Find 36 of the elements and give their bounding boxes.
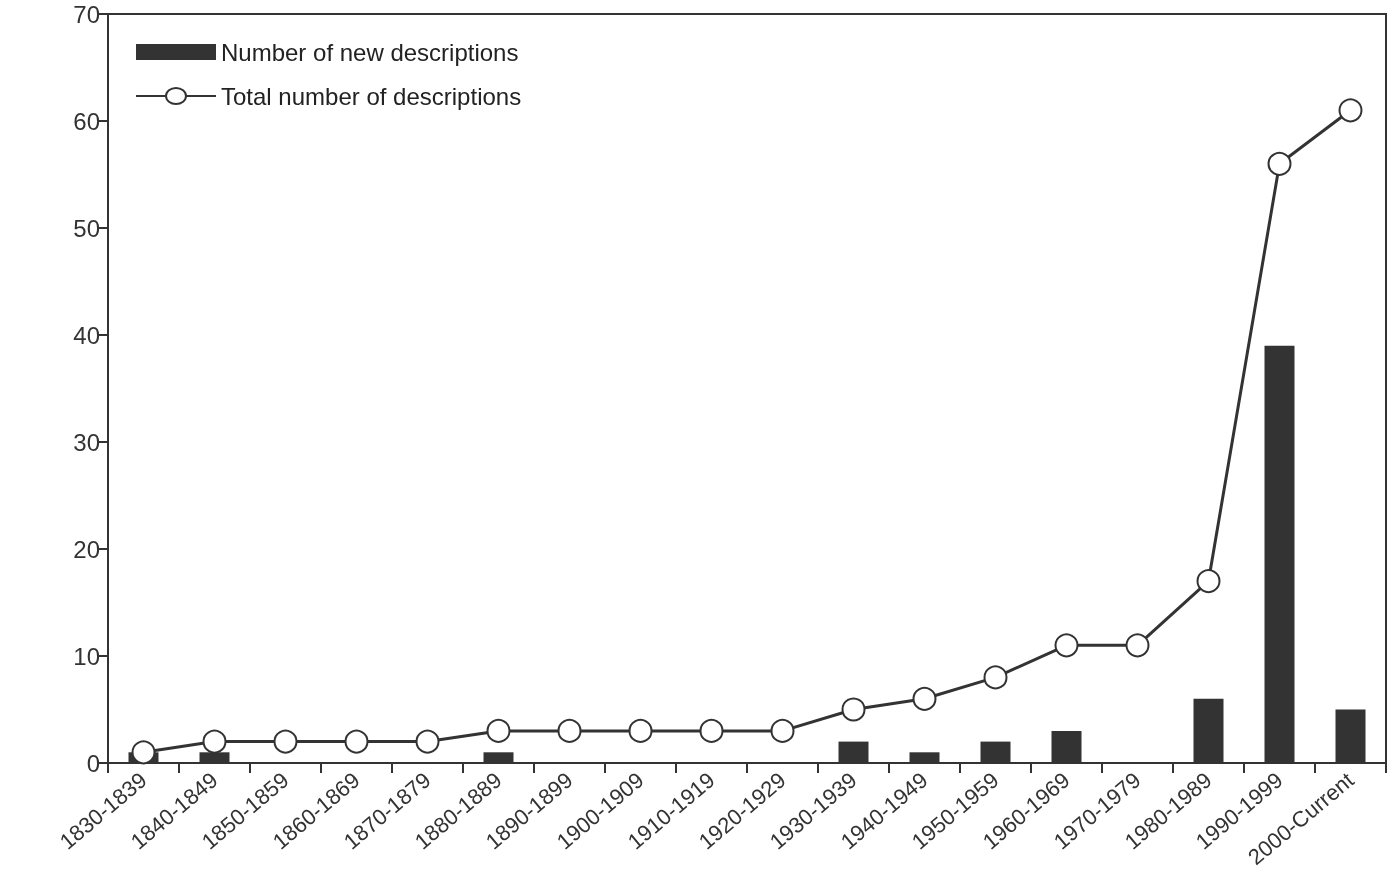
bar (1335, 709, 1366, 763)
bar (980, 741, 1011, 763)
bar (1264, 345, 1295, 763)
point (628, 718, 653, 743)
bar (838, 741, 869, 763)
y-tick-label: 20 (73, 535, 100, 563)
point (131, 740, 156, 765)
y-tick-label: 60 (73, 107, 100, 135)
y-tick-label: 70 (73, 0, 100, 28)
bar (1051, 730, 1082, 763)
y-tick-label: 10 (73, 642, 100, 670)
legend-label: Total number of descriptions (221, 82, 522, 110)
y-tick-label: 50 (73, 214, 100, 242)
point (699, 718, 724, 743)
point (344, 729, 369, 754)
point (1338, 98, 1363, 123)
legend-label: Number of new descriptions (221, 38, 519, 66)
point (770, 718, 795, 743)
y-tick-label: 40 (73, 321, 100, 349)
point (1054, 633, 1079, 658)
point (1125, 633, 1150, 658)
point (202, 729, 227, 754)
bar (909, 752, 940, 763)
point (273, 729, 298, 754)
point (983, 665, 1008, 690)
point (415, 729, 440, 754)
point (557, 718, 582, 743)
point (1267, 151, 1292, 176)
y-tick-label: 0 (86, 749, 100, 777)
point (1196, 569, 1221, 594)
point (912, 686, 937, 711)
bar (1193, 698, 1224, 763)
point (486, 718, 511, 743)
bar (483, 752, 514, 763)
point (841, 697, 866, 722)
y-tick-label: 30 (73, 428, 100, 456)
